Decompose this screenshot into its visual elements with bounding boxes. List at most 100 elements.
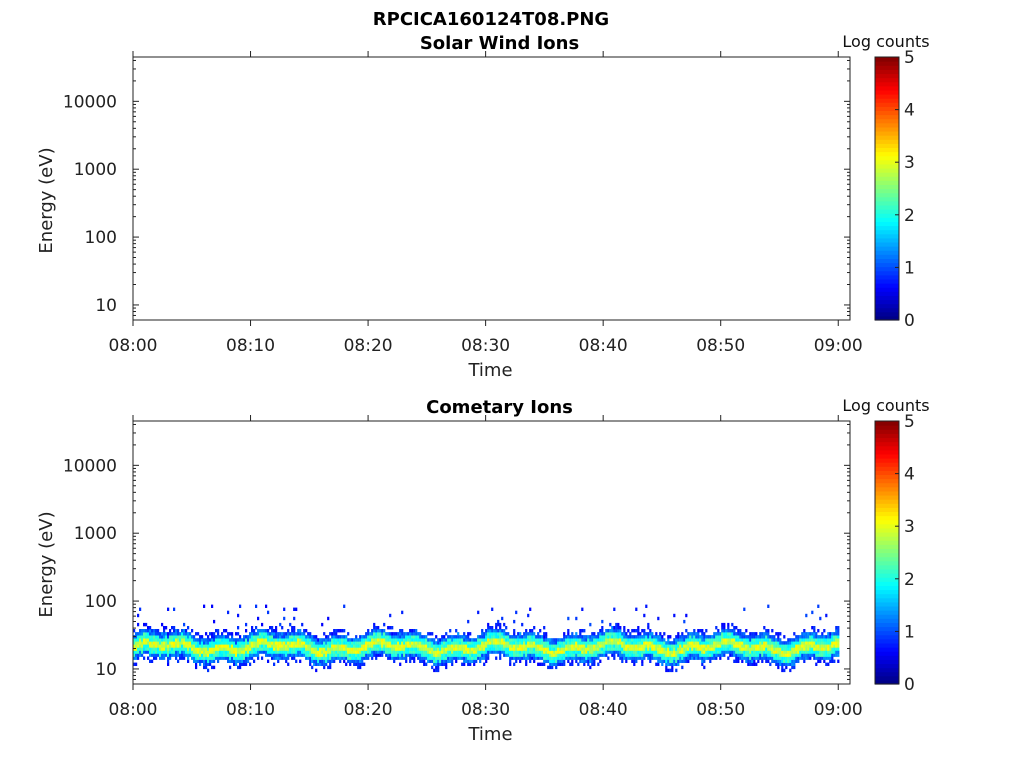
spectrogram-bin [691,641,694,645]
spectrogram-bin [201,653,204,657]
spectrogram-bin [351,647,354,651]
spectrogram-bin [805,644,808,648]
spectrogram-bin [157,647,160,651]
spectrogram-bin [191,647,194,651]
spectrogram-bin [315,662,318,666]
spectrogram-bin [137,656,140,660]
spectrogram-bin [501,635,504,639]
spectrogram-bin [655,644,658,648]
spectrogram-bin [191,635,194,639]
spectrogram-bin [501,632,504,636]
spectrogram-bin [163,629,166,633]
spectrogram-bin [135,635,138,639]
spectrogram-bin [683,650,686,654]
spectrogram-bin [265,644,268,648]
spectrogram-bin [247,659,250,663]
spectrogram-bin [801,644,804,648]
spectrogram-bin [603,650,606,654]
spectrogram-bin [587,656,590,660]
spectrogram-bin [157,653,160,657]
spectrogram-bin [607,647,610,651]
colorbar-segment [875,679,899,685]
spectrogram-bin [653,656,656,660]
spectrogram-bin [271,650,274,654]
spectrogram-bin [267,644,270,648]
spectrogram-bin [697,647,700,651]
spectrogram-bin [291,656,294,660]
spectrogram-bin [495,626,498,630]
spectrogram-bin [821,635,824,639]
spectrogram-bin [731,632,734,636]
spectrogram-bin [243,638,246,642]
spectrogram-bin [433,653,436,657]
spectrogram-bin [505,644,508,648]
spectrogram-bin [401,610,404,615]
spectrogram-bin [329,656,332,660]
spectrogram-bin [411,656,414,660]
spectrogram-bin [707,644,710,648]
spectrogram-bin [245,647,248,651]
spectrogram-bin [575,647,578,651]
spectrogram-bin [369,647,372,651]
spectrogram-bin [721,635,724,639]
spectrogram-bin [277,632,280,636]
spectrogram-bin [527,650,530,654]
spectrogram-bin [209,656,212,660]
spectrogram-bin [837,635,840,639]
spectrogram-bin [717,650,720,654]
spectrogram-bin [197,644,200,648]
spectrogram-bin [425,644,428,648]
spectrogram-bin [703,653,706,657]
spectrogram-bin [285,659,288,663]
spectrogram-bin [175,635,178,639]
spectrogram-bin [223,638,226,642]
spectrogram-bin [759,638,762,642]
spectrogram-bin [549,653,552,657]
spectrogram-bin [645,638,648,642]
spectrogram-bin [355,638,358,642]
spectrogram-bin [499,632,502,636]
spectrogram-bin [793,644,796,648]
spectrogram-bin [211,659,214,663]
spectrogram-bin [493,644,496,648]
spectrogram-bin [571,653,574,657]
spectrogram-bin [599,650,602,654]
spectrogram-bin [277,656,280,660]
spectrogram-bin [377,629,380,633]
spectrogram-bin [741,653,744,657]
spectrogram-bin [261,644,264,648]
spectrogram-bin [691,635,694,639]
spectrogram-bin [377,626,380,630]
spectrogram-bin [195,659,198,663]
spectrogram-bin [347,638,350,642]
spectrogram-bin [413,635,416,639]
spectrogram-bin [783,650,786,654]
spectrogram-bin [629,653,632,657]
spectrogram-bin [507,635,510,639]
spectrogram-bin [779,641,782,645]
spectrogram-bin [251,650,254,654]
spectrogram-bin [287,650,290,654]
spectrogram-bin [153,653,156,657]
spectrogram-bin [397,647,400,651]
spectrogram-bin [421,641,424,645]
spectrogram-bin [719,632,722,636]
spectrogram-bin [183,622,186,627]
spectrogram-bin [757,653,760,657]
spectrogram-bin [469,641,472,645]
spectrogram-bin [701,647,704,651]
spectrogram-bin [813,632,816,636]
spectrogram-bin [227,632,230,636]
spectrogram-bin [269,626,272,630]
spectrogram-bin [735,638,738,642]
spectrogram-bin [357,644,360,648]
spectrogram-bin [309,653,312,657]
spectrogram-bin [287,629,290,633]
spectrogram-bin [481,635,484,639]
spectrogram-bin [491,650,494,654]
spectrogram-bin [743,653,746,657]
spectrogram-bin [399,656,402,660]
spectrogram-bin [615,647,618,651]
spectrogram-bin [367,650,370,654]
